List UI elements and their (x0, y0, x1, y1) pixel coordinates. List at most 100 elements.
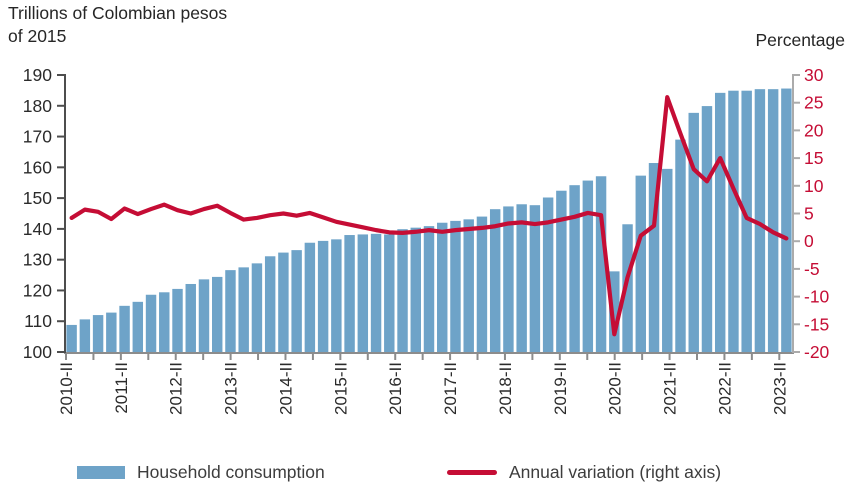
legend-label-household-consumption: Household consumption (137, 461, 325, 482)
x-axis-tick-label: 2023-II (770, 362, 789, 415)
left-axis-tick-label: 190 (23, 65, 52, 85)
bar-household-consumption (331, 239, 342, 352)
bar-household-consumption (728, 90, 739, 352)
bar-household-consumption (529, 205, 541, 352)
bar-household-consumption (264, 256, 276, 352)
bar-household-consumption (238, 267, 249, 352)
legend: Household consumption Annual variation (… (0, 458, 852, 488)
bar-household-consumption (225, 270, 236, 352)
bar-household-consumption (66, 324, 77, 352)
bar-household-consumption (741, 90, 752, 352)
right-axis-tick-label: -10 (804, 287, 830, 307)
x-axis-tick-label: 2012-II (167, 362, 186, 415)
left-axis-tick-label: 100 (23, 342, 52, 362)
bar-household-consumption (595, 176, 607, 352)
right-axis-tick-label: 15 (804, 148, 823, 168)
bar-household-consumption (291, 250, 302, 352)
bar-household-consumption (675, 139, 686, 352)
x-axis-tick-label: 2021-II (661, 362, 680, 415)
x-axis-tick-label: 2019-II (551, 362, 570, 415)
bar-household-consumption (767, 89, 779, 352)
bar-household-consumption (317, 240, 329, 352)
bar-household-consumption (569, 185, 580, 352)
bar-household-consumption (648, 163, 660, 352)
x-axis-tick-label: 2016-II (386, 362, 405, 415)
bar-household-consumption (278, 252, 289, 352)
bar-household-consumption (79, 319, 91, 352)
bar-household-consumption (450, 220, 461, 352)
x-axis-tick-label: 2013-II (222, 362, 241, 415)
left-axis-title-line1: Trillions of Colombian pesos (8, 3, 228, 23)
bar-household-consumption (714, 92, 726, 352)
bar-household-consumption (556, 190, 567, 352)
right-axis-tick-label: -15 (804, 314, 829, 334)
bar-household-consumption (503, 206, 514, 352)
right-axis-tick-label: -5 (804, 259, 820, 279)
bar-household-consumption (635, 175, 646, 352)
bar-household-consumption (397, 229, 408, 352)
bar-household-consumption (145, 294, 157, 352)
bar-household-consumption (357, 234, 369, 352)
x-axis-tick-label: 2018-II (496, 362, 515, 415)
bar-household-consumption (542, 197, 554, 352)
legend-item-annual-variation: Annual variation (right axis) (447, 458, 721, 486)
left-axis-tick-label: 140 (23, 219, 52, 239)
left-axis-tick-label: 130 (23, 250, 52, 270)
bar-household-consumption (688, 112, 699, 352)
right-axis-tick-label: 30 (804, 65, 824, 85)
bar-household-consumption (92, 315, 104, 352)
left-axis-tick-label: 120 (23, 280, 52, 300)
bar-household-consumption (212, 276, 223, 352)
bar-household-consumption (516, 204, 527, 352)
legend-item-household-consumption: Household consumption (77, 458, 325, 486)
x-axis-tick-label: 2020-II (606, 362, 625, 415)
x-axis-tick-label: 2011-II (112, 362, 131, 414)
bar-household-consumption (106, 312, 117, 352)
right-axis-title: Percentage (755, 30, 845, 50)
right-axis-tick-label: 20 (804, 120, 824, 140)
legend-swatch-line (447, 469, 497, 475)
left-axis-tick-label: 150 (23, 188, 52, 208)
x-axis-tick-label: 2014-II (276, 362, 295, 415)
x-axis-tick-label: 2010-II (57, 362, 76, 415)
bar-household-consumption (476, 216, 488, 352)
bar-household-consumption (489, 209, 501, 352)
bar-household-consumption (463, 219, 474, 352)
bar-household-consumption (198, 279, 210, 352)
annual-variation-line (69, 95, 789, 337)
x-axis-tick-label: 2015-II (331, 362, 350, 415)
bar-household-consumption (132, 301, 144, 352)
bar-household-consumption (609, 271, 620, 352)
left-axis-tick-label: 170 (23, 127, 52, 147)
left-axis-title-line2: of 2015 (8, 25, 67, 46)
legend-swatch-bar (77, 465, 125, 479)
x-axis-tick-label: 2022-II (715, 362, 734, 415)
right-axis-tick-label: 0 (804, 231, 814, 251)
bar-household-consumption (754, 89, 766, 352)
bar-household-consumption (119, 305, 130, 352)
right-axis-tick-label: 25 (804, 93, 823, 113)
x-axis-tick-label: 2017-II (441, 362, 460, 415)
bar-household-consumption (185, 283, 196, 352)
legend-label-annual-variation: Annual variation (right axis) (509, 461, 722, 482)
bar-household-consumption (701, 106, 713, 352)
bar-household-consumption (172, 288, 183, 352)
bar-household-consumption (384, 234, 395, 352)
bar-household-consumption (662, 168, 673, 352)
bar-household-consumption (781, 88, 792, 352)
left-axis-tick-label: 160 (23, 157, 52, 177)
bar-household-consumption (423, 226, 435, 352)
right-axis-tick-label: 10 (804, 176, 824, 196)
bar-household-consumption (370, 233, 382, 352)
left-axis-tick-label: 110 (24, 311, 52, 331)
right-axis-tick-label: 5 (804, 204, 814, 224)
bar-household-consumption (304, 242, 316, 352)
right-axis-tick-label: -20 (804, 342, 830, 362)
bar-household-consumption (582, 180, 594, 352)
bar-household-consumption (410, 227, 421, 352)
left-axis-title: Trillions of Colombian pesos of 2015 (8, 2, 328, 48)
bar-household-consumption (437, 222, 448, 352)
bar-household-consumption (622, 224, 633, 352)
